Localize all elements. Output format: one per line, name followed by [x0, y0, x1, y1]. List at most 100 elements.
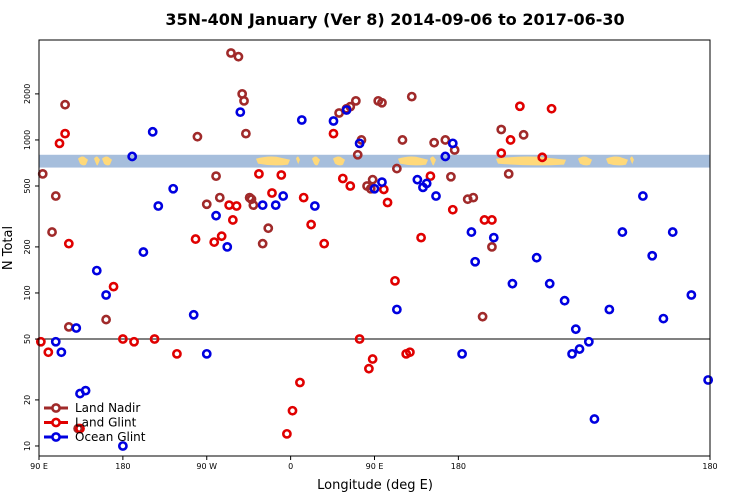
y-tick-label: 50 — [23, 334, 32, 344]
point-land-glint — [117, 334, 128, 344]
point-ocean-glint — [117, 441, 128, 451]
map-land-segment — [94, 156, 100, 166]
point-land-nadir — [263, 223, 274, 234]
point-ocean-glint — [507, 278, 518, 289]
point-ocean-glint — [257, 200, 268, 211]
x-tick-label: 90 E — [30, 462, 48, 471]
point-ocean-glint — [647, 250, 658, 261]
y-tick-label: 10 — [23, 441, 32, 451]
map-land-segment — [78, 156, 88, 166]
point-land-nadir — [406, 91, 417, 102]
point-land-nadir — [201, 199, 212, 210]
point-land-nadir — [350, 95, 361, 106]
chart-title: 35N-40N January (Ver 8) 2014-09-06 to 20… — [165, 10, 624, 29]
point-land-glint — [447, 204, 458, 215]
point-ocean-glint — [270, 200, 281, 211]
x-tick-label: 90 E — [366, 462, 384, 471]
point-ocean-glint — [127, 151, 138, 162]
point-ocean-glint — [470, 256, 481, 267]
point-land-nadir — [377, 97, 387, 108]
point-ocean-glint — [80, 385, 91, 396]
point-land-nadir — [518, 129, 529, 140]
point-ocean-glint — [488, 232, 499, 243]
point-ocean-glint — [574, 344, 585, 354]
y-tick-label: 500 — [23, 178, 32, 193]
point-ocean-glint — [377, 177, 387, 188]
map-land-segment — [333, 156, 345, 166]
legend-label: Ocean Glint — [75, 430, 146, 444]
legend-marker — [51, 432, 61, 442]
y-axis-ticks: 10 20 50 100 200 500 1000 2000 — [23, 84, 39, 451]
legend-marker — [51, 417, 61, 428]
legend-item: Land Glint — [44, 416, 137, 430]
point-ocean-glint — [667, 227, 678, 237]
x-tick-label: 90 W — [196, 462, 217, 471]
point-ocean-glint — [391, 304, 402, 315]
point-ocean-glint — [56, 347, 67, 358]
point-land-nadir — [50, 191, 61, 201]
map-land-segment — [606, 156, 628, 166]
map-land-segment — [578, 156, 592, 166]
point-ocean-glint — [447, 138, 458, 149]
point-ocean-glint — [583, 336, 594, 347]
point-land-glint — [231, 201, 242, 211]
point-land-glint — [487, 215, 497, 225]
point-ocean-glint — [235, 107, 246, 118]
point-land-nadir — [214, 192, 225, 203]
point-ocean-glint — [91, 265, 102, 276]
point-ocean-glint — [617, 227, 628, 237]
point-land-nadir — [440, 135, 451, 145]
point-land-glint — [129, 336, 139, 347]
legend-item: Land Nadir — [44, 401, 140, 415]
point-land-nadir — [248, 200, 259, 211]
point-land-glint — [295, 377, 305, 388]
x-axis-ticks: 90 E 180 90 W 0 90 E 180 180 — [30, 456, 718, 471]
point-land-nadir — [233, 51, 244, 62]
point-ocean-glint — [559, 295, 570, 306]
point-ocean-glint — [431, 191, 441, 201]
point-land-glint — [390, 275, 400, 286]
map-land-segment — [430, 156, 436, 166]
point-land-glint — [337, 173, 348, 184]
point-ocean-glint — [188, 309, 199, 320]
point-land-nadir — [503, 168, 514, 179]
point-land-glint — [537, 152, 548, 163]
point-land-glint — [43, 347, 54, 358]
point-land-glint — [328, 128, 339, 139]
point-ocean-glint — [440, 151, 451, 162]
point-land-glint — [267, 188, 277, 198]
point-ocean-glint — [589, 414, 600, 424]
point-land-nadir — [487, 242, 497, 252]
point-land-glint — [172, 348, 182, 359]
point-ocean-glint — [341, 105, 352, 115]
point-land-glint — [254, 168, 264, 179]
point-land-glint — [63, 238, 74, 249]
point-land-nadir — [352, 149, 363, 160]
point-land-glint — [60, 128, 70, 139]
y-tick-label: 2000 — [23, 84, 32, 104]
x-axis-label: Longitude (deg E) — [317, 478, 433, 493]
map-land-segment — [496, 156, 566, 166]
legend-marker — [51, 403, 61, 413]
x-tick-label: 180 — [115, 462, 130, 471]
y-tick-label: 200 — [23, 239, 32, 254]
x-tick-label: 0 — [288, 462, 293, 471]
point-ocean-glint — [153, 201, 164, 211]
x-tick-label: 180 — [451, 462, 466, 471]
point-land-glint — [281, 428, 292, 439]
point-land-nadir — [101, 314, 111, 325]
map-land-segment — [256, 156, 290, 166]
point-ocean-glint — [354, 138, 365, 149]
point-ocean-glint — [101, 290, 111, 300]
y-axis-label: N Total — [1, 226, 16, 270]
point-ocean-glint — [544, 278, 555, 289]
point-ocean-glint — [412, 174, 423, 185]
series-land-glint — [35, 101, 557, 439]
point-ocean-glint — [71, 323, 82, 333]
point-land-glint — [35, 336, 46, 347]
point-ocean-glint — [686, 290, 697, 300]
point-land-glint — [345, 181, 356, 191]
point-land-glint — [54, 138, 65, 149]
